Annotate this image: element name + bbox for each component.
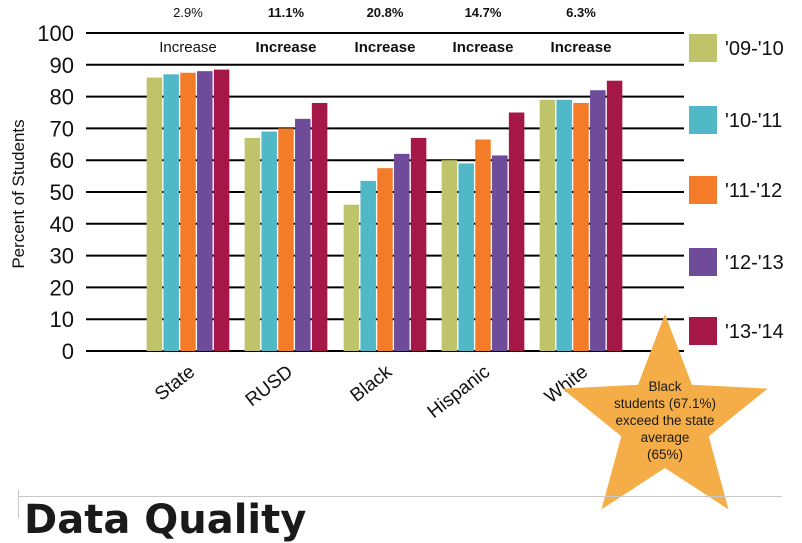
section-heading: Data Quality — [24, 497, 307, 543]
x-tick-label: RUSD — [242, 361, 297, 411]
bar — [360, 180, 376, 351]
annotation-percent: 6.3% — [566, 5, 596, 20]
legend-label: '10-'11 — [725, 110, 782, 132]
bar — [244, 137, 261, 351]
bar — [311, 102, 328, 352]
y-axis-label: Percent of Students — [9, 119, 28, 268]
legend-label: '12-'13 — [725, 252, 784, 274]
bar — [261, 131, 277, 351]
x-tick-labels: State RUSD Black Hispanic White — [151, 361, 592, 423]
y-tick-labels: 0 10 20 30 40 50 60 70 80 90 100 — [37, 21, 74, 364]
y-tick-label: 80 — [50, 85, 74, 110]
legend-label: '09-'10 — [725, 38, 784, 60]
star-text-line: (65%) — [647, 447, 683, 462]
star-text-line: students (67.1%) — [614, 396, 716, 411]
bar — [180, 72, 196, 351]
bar — [556, 99, 572, 351]
bar — [410, 137, 427, 351]
x-tick-label: Black — [347, 361, 397, 406]
legend-swatch — [689, 248, 717, 276]
increase-annotations: 2.9% Increase 11.1% Increase 20.8% Increase 14… — [159, 5, 611, 56]
y-tick-label: 70 — [50, 116, 74, 141]
bar — [606, 80, 623, 351]
y-tick-label: 60 — [50, 148, 74, 173]
x-tick-label: State — [151, 361, 199, 405]
bars — [146, 69, 623, 352]
y-tick-label: 90 — [50, 53, 74, 78]
star-text-line: exceed the state — [615, 413, 714, 428]
star-shape — [562, 314, 768, 510]
legend-swatch — [689, 34, 717, 62]
bar — [458, 163, 474, 351]
y-tick-label: 0 — [62, 339, 74, 364]
bar — [508, 112, 525, 351]
bar — [539, 99, 556, 351]
annotation-label: Increase — [159, 39, 217, 56]
y-tick-label: 20 — [50, 275, 74, 300]
star-text-line: Black — [648, 379, 681, 394]
y-tick-label: 100 — [37, 21, 74, 46]
bar — [377, 168, 393, 351]
annotation-label: Increase — [355, 39, 416, 56]
bar — [295, 118, 311, 351]
y-tick-label: 40 — [50, 212, 74, 237]
bar — [394, 153, 410, 351]
legend: '09-'10 '10-'11 '11-'12 '12-'13 '13-'14 — [689, 34, 784, 345]
bar-chart: 0 10 20 30 40 50 60 70 80 90 100 State RUSD Black His… — [9, 5, 784, 510]
legend-swatch — [689, 176, 717, 204]
bar — [213, 69, 230, 351]
bar — [163, 74, 179, 351]
legend-label: '11-'12 — [725, 180, 782, 202]
annotation-label: Increase — [551, 39, 612, 56]
annotation-percent: 2.9% — [173, 5, 203, 20]
bar — [146, 77, 163, 352]
y-tick-label: 10 — [50, 307, 74, 332]
legend-label: '13-'14 — [725, 321, 784, 343]
bar — [197, 71, 213, 351]
annotation-percent: 11.1% — [268, 5, 305, 20]
y-tick-label: 30 — [50, 244, 74, 269]
annotation-percent: 20.8% — [367, 5, 404, 20]
annotation-label: Increase — [453, 39, 514, 56]
divider-line — [18, 496, 782, 497]
star-callout: Black students (67.1%) exceed the state ave… — [562, 314, 768, 510]
bar — [573, 102, 589, 352]
x-tick-label: Hispanic — [424, 361, 494, 422]
bar — [441, 160, 458, 351]
y-tick-label: 50 — [50, 180, 74, 205]
bar — [475, 139, 491, 351]
legend-swatch — [689, 317, 717, 345]
annotation-percent: 14.7% — [465, 5, 502, 20]
annotation-label: Increase — [256, 39, 317, 56]
bar — [343, 204, 360, 351]
divider-tick — [18, 490, 19, 518]
legend-swatch — [689, 106, 717, 134]
bar — [492, 155, 508, 351]
star-text-line: average — [641, 430, 690, 445]
bar — [590, 90, 606, 352]
bar — [278, 128, 294, 351]
